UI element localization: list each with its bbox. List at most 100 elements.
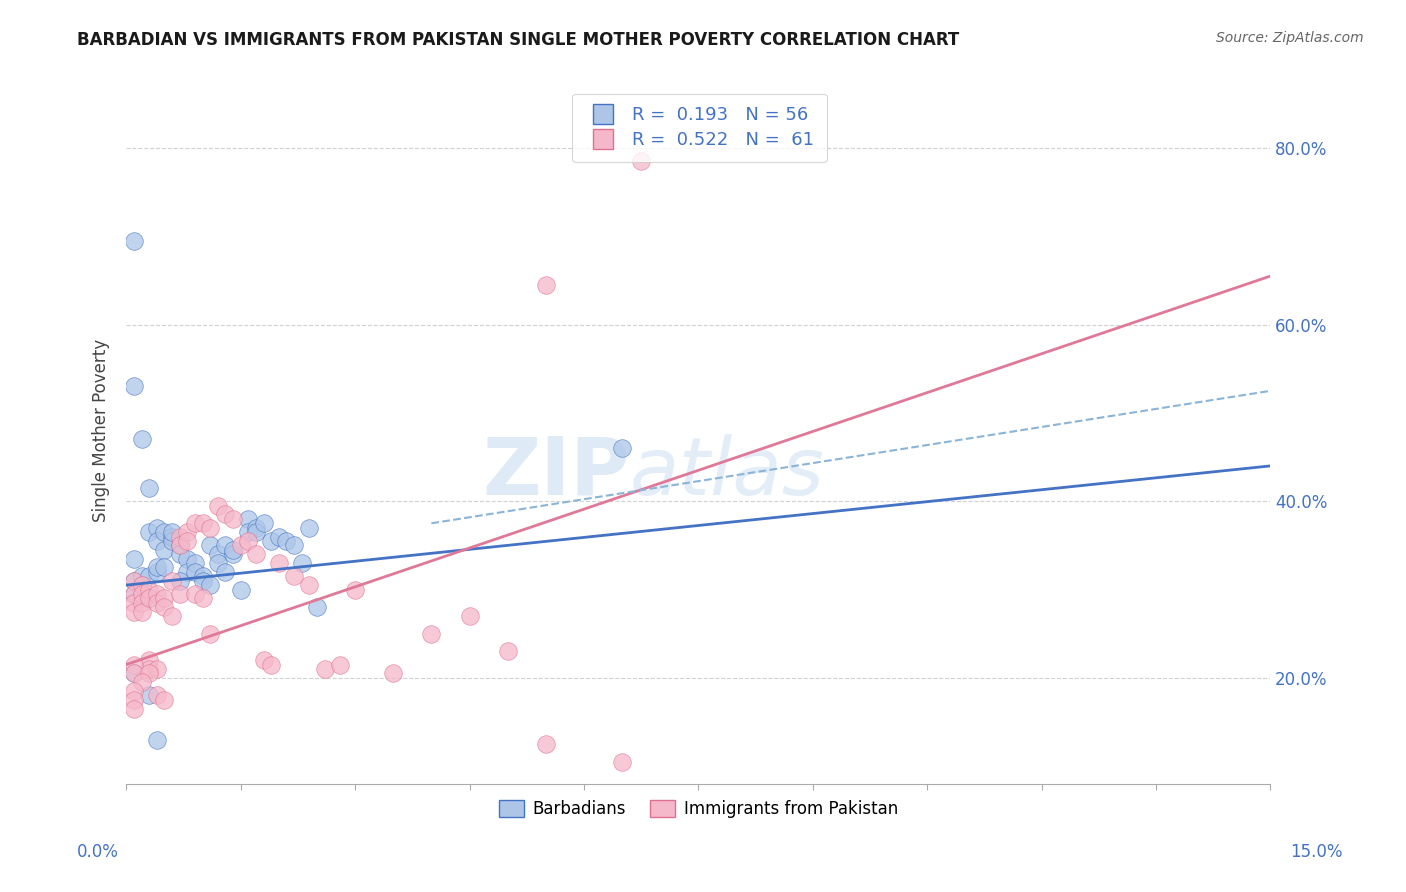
- Y-axis label: Single Mother Poverty: Single Mother Poverty: [93, 339, 110, 522]
- Point: [267, 529, 290, 543]
- Point: [276, 533, 298, 548]
- Text: ZIP: ZIP: [482, 434, 630, 512]
- Point: [458, 609, 481, 624]
- Point: [146, 533, 169, 548]
- Point: [222, 542, 245, 557]
- Point: [138, 666, 160, 681]
- Point: [122, 596, 145, 610]
- Text: 0.0%: 0.0%: [77, 843, 120, 861]
- Point: [200, 538, 222, 552]
- Point: [630, 154, 652, 169]
- Point: [169, 574, 191, 588]
- Point: [122, 684, 145, 698]
- Point: [160, 525, 183, 540]
- Point: [146, 521, 169, 535]
- Point: [131, 587, 153, 601]
- Point: [534, 737, 557, 751]
- Point: [122, 666, 145, 681]
- Point: [222, 547, 245, 561]
- Point: [245, 547, 267, 561]
- Point: [131, 605, 153, 619]
- Text: 15.0%: 15.0%: [1291, 843, 1343, 861]
- Point: [191, 569, 214, 583]
- Point: [496, 644, 519, 658]
- Point: [534, 277, 557, 292]
- Point: [260, 533, 283, 548]
- Point: [252, 653, 274, 667]
- Point: [138, 525, 160, 540]
- Point: [238, 533, 260, 548]
- Point: [160, 574, 183, 588]
- Point: [329, 657, 352, 672]
- Point: [176, 551, 198, 566]
- Legend: Barbadians, Immigrants from Pakistan: Barbadians, Immigrants from Pakistan: [492, 793, 904, 825]
- Point: [298, 521, 321, 535]
- Point: [122, 701, 145, 715]
- Point: [146, 596, 169, 610]
- Point: [138, 662, 160, 676]
- Point: [214, 508, 236, 522]
- Point: [283, 538, 305, 552]
- Point: [191, 591, 214, 606]
- Point: [238, 525, 260, 540]
- Point: [122, 379, 145, 393]
- Point: [131, 596, 153, 610]
- Point: [238, 512, 260, 526]
- Point: [138, 653, 160, 667]
- Point: [184, 587, 207, 601]
- Point: [169, 587, 191, 601]
- Point: [122, 551, 145, 566]
- Point: [245, 525, 267, 540]
- Point: [610, 442, 633, 456]
- Point: [160, 609, 183, 624]
- Point: [153, 693, 176, 707]
- Point: [184, 565, 207, 579]
- Point: [160, 533, 183, 548]
- Point: [131, 675, 153, 690]
- Point: [122, 574, 145, 588]
- Point: [207, 499, 229, 513]
- Point: [245, 521, 267, 535]
- Point: [122, 234, 145, 248]
- Point: [146, 732, 169, 747]
- Point: [191, 574, 214, 588]
- Point: [138, 569, 160, 583]
- Point: [191, 516, 214, 531]
- Point: [138, 689, 160, 703]
- Point: [138, 481, 160, 495]
- Point: [138, 582, 160, 597]
- Point: [153, 600, 176, 615]
- Point: [200, 626, 222, 640]
- Point: [176, 565, 198, 579]
- Point: [169, 538, 191, 552]
- Point: [153, 591, 176, 606]
- Point: [131, 578, 153, 592]
- Point: [229, 538, 252, 552]
- Point: [283, 569, 305, 583]
- Point: [207, 556, 229, 570]
- Point: [176, 525, 198, 540]
- Point: [131, 578, 153, 592]
- Point: [610, 755, 633, 769]
- Point: [146, 662, 169, 676]
- Point: [169, 547, 191, 561]
- Point: [260, 657, 283, 672]
- Point: [184, 516, 207, 531]
- Point: [305, 600, 328, 615]
- Point: [382, 666, 405, 681]
- Point: [131, 433, 153, 447]
- Point: [291, 556, 314, 570]
- Point: [214, 565, 236, 579]
- Point: [222, 512, 245, 526]
- Point: [200, 578, 222, 592]
- Text: BARBADIAN VS IMMIGRANTS FROM PAKISTAN SINGLE MOTHER POVERTY CORRELATION CHART: BARBADIAN VS IMMIGRANTS FROM PAKISTAN SI…: [77, 31, 959, 49]
- Point: [122, 666, 145, 681]
- Point: [131, 569, 153, 583]
- Point: [200, 521, 222, 535]
- Point: [229, 582, 252, 597]
- Point: [122, 587, 145, 601]
- Point: [146, 689, 169, 703]
- Point: [146, 560, 169, 574]
- Point: [207, 547, 229, 561]
- Point: [298, 578, 321, 592]
